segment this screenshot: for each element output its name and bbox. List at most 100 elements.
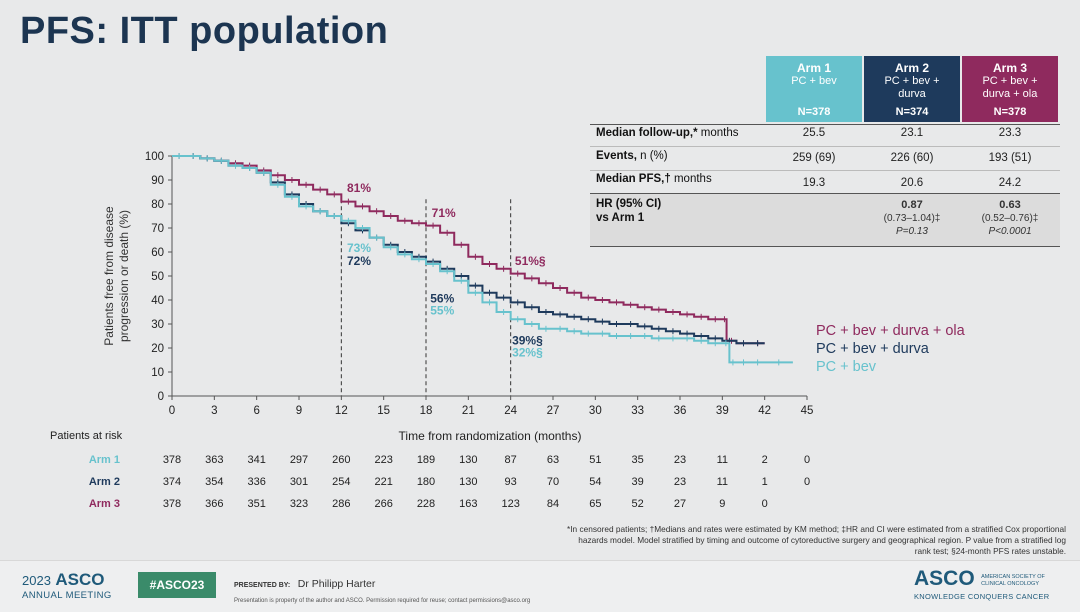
y-tick-label: 20 xyxy=(151,343,164,355)
hr-row-bg xyxy=(590,194,1060,246)
hr-label: HR (95% CI) vs Arm 1 xyxy=(596,197,661,225)
y-tick-label: 90 xyxy=(151,175,164,187)
y-tick-label: 70 xyxy=(151,223,164,235)
row-pfs-arm1: 19.3 xyxy=(802,177,826,189)
at-risk-cell: 189 xyxy=(416,454,436,466)
y-tick-label: 0 xyxy=(158,391,164,403)
x-tick-label: 27 xyxy=(547,405,560,417)
society-line2: CLINICAL ONCOLOGY xyxy=(981,580,1040,587)
arm1-desc: PC + bev xyxy=(791,75,837,87)
at-risk-cell: 260 xyxy=(332,454,351,466)
at-risk-cell: 223 xyxy=(374,454,393,466)
slide-title: PFS: ITT population xyxy=(20,10,389,52)
y-tick-label: 80 xyxy=(151,199,164,211)
row-followup-arm3: 23.3 xyxy=(998,127,1022,139)
annual-meeting: ANNUAL MEETING xyxy=(22,590,112,601)
at-risk-cell: 374 xyxy=(162,476,182,488)
row-pfs-arm3: 24.2 xyxy=(998,177,1022,189)
y-tick-label: 10 xyxy=(151,367,164,379)
hr-label-line1: HR (95% CI) xyxy=(596,198,662,210)
table-rule xyxy=(590,146,1060,147)
at-risk-cell: 87 xyxy=(504,454,517,466)
arm2-header: Arm 2 PC + bev + durva N=374 xyxy=(864,56,960,122)
at-risk-cell: 228 xyxy=(416,498,436,510)
table-rule xyxy=(590,193,1060,194)
legend-entry: PC + bev + durva xyxy=(816,341,930,357)
y-tick-label: 50 xyxy=(151,271,164,283)
at-risk-cell: 301 xyxy=(289,476,309,488)
hr-arm2: 0.87 (0.73–1.04)‡ P=0.13 xyxy=(864,199,960,238)
asco-year: 2023 xyxy=(22,573,51,588)
at-risk-cell: 354 xyxy=(205,476,224,488)
row-events-arm1: 259 (69) xyxy=(792,152,836,164)
at-risk-cell: 9 xyxy=(719,498,726,510)
hr-arm2-ci: (0.73–1.04)‡ xyxy=(883,213,941,224)
at-risk-row-label: Arm 1 xyxy=(88,454,120,466)
at-risk-cell: 130 xyxy=(459,454,478,466)
at-risk-cell: 54 xyxy=(589,476,602,488)
y-tick-label: 30 xyxy=(151,319,164,331)
x-tick-label: 3 xyxy=(211,405,217,417)
at-risk-cell: 0 xyxy=(803,476,811,488)
hr-arm3: 0.63 (0.52–0.76)‡ P<0.0001 xyxy=(962,199,1058,238)
society-name: AMERICAN SOCIETY OF CLINICAL ONCOLOGY xyxy=(981,574,1045,588)
x-tick-label: 12 xyxy=(335,405,348,417)
at-risk-cell: 11 xyxy=(716,454,729,466)
at-risk-cell: 23 xyxy=(673,454,687,466)
y-tick-label: 60 xyxy=(151,247,164,259)
at-risk-cell: 266 xyxy=(374,498,393,510)
presented-by-label: PRESENTED BY: xyxy=(234,582,291,589)
legend-entry: PC + bev + durva + ola xyxy=(816,323,966,339)
legend-entry: PC + bev xyxy=(816,359,877,375)
milestone-annotation: 55% xyxy=(430,303,454,317)
at-risk-cell: 70 xyxy=(546,476,560,488)
footer-bar: 2023 ASCO ANNUAL MEETING #ASCO23 PRESENT… xyxy=(0,560,1080,612)
km-curve-1 xyxy=(172,155,765,345)
at-risk-cell: 221 xyxy=(374,476,393,488)
at-risk-cell: 336 xyxy=(247,476,266,488)
at-risk-header: Patients at risk xyxy=(50,430,123,442)
x-tick-label: 33 xyxy=(631,405,644,417)
footnote: *In censored patients; †Medians and rate… xyxy=(567,524,1066,556)
at-risk-cell: 363 xyxy=(205,454,224,466)
arm1-n: N=378 xyxy=(797,106,831,118)
x-tick-label: 15 xyxy=(377,405,390,417)
milestone-annotation: 73% xyxy=(347,241,371,255)
hr-label-line2: vs Arm 1 xyxy=(596,212,645,224)
at-risk-cell: 286 xyxy=(332,498,351,510)
row-pfs-arm2: 20.6 xyxy=(900,177,924,189)
row-events-arm3: 193 (51) xyxy=(988,152,1032,164)
at-risk-cell: 378 xyxy=(162,498,182,510)
arm3-desc: PC + bev + durva + ola xyxy=(982,75,1038,100)
at-risk-cell: 323 xyxy=(289,498,309,510)
at-risk-cell: 11 xyxy=(716,476,729,488)
at-risk-cell: 180 xyxy=(416,476,436,488)
at-risk-cell: 0 xyxy=(761,498,768,510)
x-tick-label: 36 xyxy=(674,405,687,417)
at-risk-cell: 378 xyxy=(162,454,182,466)
at-risk-cell: 351 xyxy=(247,498,266,510)
row-followup-arm1: 25.5 xyxy=(802,127,826,139)
presentation-note: Presentation is property of the author a… xyxy=(234,598,531,604)
at-risk-cell: 51 xyxy=(589,454,602,466)
at-risk-cell: 65 xyxy=(589,498,602,510)
arm2-n: N=374 xyxy=(895,106,929,118)
at-risk-cell: 0 xyxy=(803,454,811,466)
row-followup-arm2: 23.1 xyxy=(900,127,924,139)
x-tick-label: 45 xyxy=(801,405,814,417)
at-risk-cell: 39 xyxy=(631,476,644,488)
y-axis-label-line1: Patients free from disease xyxy=(102,206,116,346)
at-risk-cell: 366 xyxy=(205,498,224,510)
arm2-desc: PC + bev + durva xyxy=(884,75,940,100)
hr-arm3-ci: (0.52–0.76)‡ xyxy=(981,213,1039,224)
x-tick-label: 39 xyxy=(716,405,729,417)
asco-society-logo: ASCO AMERICAN SOCIETY OF CLINICAL ONCOLO… xyxy=(914,567,1049,601)
at-risk-cell: 130 xyxy=(459,476,478,488)
x-tick-label: 0 xyxy=(169,405,175,417)
x-tick-label: 21 xyxy=(462,405,475,417)
x-tick-label: 18 xyxy=(420,405,433,417)
at-risk-cell: 163 xyxy=(459,498,478,510)
tagline: KNOWLEDGE CONQUERS CANCER xyxy=(914,592,1050,601)
x-tick-label: 6 xyxy=(253,405,259,417)
at-risk-cell: 93 xyxy=(504,476,517,488)
